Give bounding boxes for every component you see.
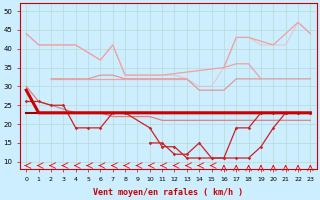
X-axis label: Vent moyen/en rafales ( km/h ): Vent moyen/en rafales ( km/h ) — [93, 188, 243, 197]
